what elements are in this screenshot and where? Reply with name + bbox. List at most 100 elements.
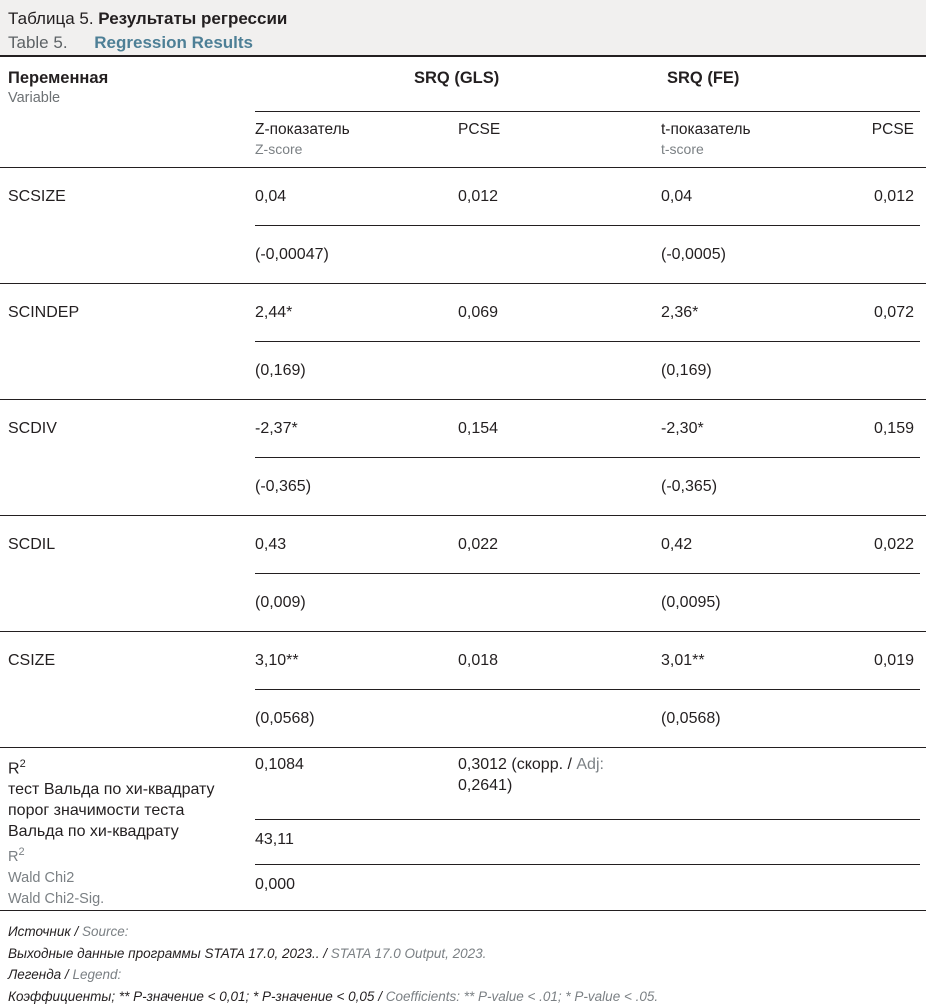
row-gls-stderr: (0,169) (255, 362, 306, 379)
summary-label-waldsig-ru-line2: Вальда по хи-квадрату (8, 823, 179, 841)
table-header-subcolumns: Z-показатель Z-score PCSE t-показатель t… (0, 112, 926, 167)
row-gls-stat: 0,43 (255, 536, 287, 553)
row-variable: CSIZE (8, 650, 255, 671)
row-gls-stat: -2,37* (255, 420, 298, 437)
summary-wald-value: 43,11 (255, 831, 294, 848)
summary-block: R2 тест Вальда по хи-квадрату порог знач… (0, 748, 926, 910)
header-group-gls: SRQ (GLS) (414, 68, 667, 89)
row-inner-rule (255, 457, 920, 458)
row-gls-pcse: 0,069 (458, 304, 499, 321)
row-fe-pcse: 0,159 (873, 420, 914, 437)
summary-values: 0,1084 0,3012 (скорр. / Adj: 0,2641) 43,… (255, 748, 920, 910)
caption-title-ru: Результаты регрессии (98, 9, 288, 28)
table-row-stderr: (-0,365) (-0,365) (0, 458, 926, 515)
summary-top-rule (0, 747, 926, 748)
row-gls-pcse: 0,012 (458, 188, 499, 205)
row-fe-stderr: (0,0568) (661, 710, 721, 727)
table-row: CSIZE 3,10** 0,018 3,01** 0,019 (0, 632, 926, 689)
row-inner-rule (255, 573, 920, 574)
table-row: SCDIV -2,37* 0,154 -2,30* 0,159 (0, 400, 926, 457)
table-caption: Таблица 5. Результаты регрессии Table 5.… (0, 0, 926, 57)
header-group-fe-label: SRQ (FE) (667, 69, 740, 87)
header-zscore: Z-показатель Z-score (255, 120, 458, 159)
row-gls-pcse: 0,022 (458, 536, 499, 553)
row-inner-rule (255, 225, 920, 226)
row-variable-label: SCDIV (8, 420, 57, 437)
table-row-stderr: (-0,00047) (-0,0005) (0, 226, 926, 283)
row-fe-pcse: 0,012 (873, 188, 914, 205)
header-variable-ru: Переменная (8, 69, 109, 87)
header-tscore-en: t-score (661, 141, 704, 157)
row-fe-stderr: (-0,0005) (661, 246, 726, 263)
summary-label-waldsig-en: Wald Chi2-Sig. (8, 891, 105, 908)
row-separator-rule (0, 631, 926, 632)
header-group-gls-label: SRQ (GLS) (414, 69, 500, 87)
summary-waldsig-value: 0,000 (255, 876, 296, 893)
row-gls-stderr: (0,0568) (255, 710, 315, 727)
summary-row-r2: 0,1084 0,3012 (скорр. / Adj: 0,2641) (255, 748, 920, 819)
footer-source-label: Источник / Source: (8, 924, 129, 940)
row-separator-rule (0, 399, 926, 400)
row-gls-stat: 2,44* (255, 304, 293, 321)
table-header-groups: Переменная Variable SRQ (GLS) SRQ (FE) (0, 57, 926, 111)
row-fe-stat: 3,01** (661, 652, 705, 669)
row-gls-stderr: (0,009) (255, 594, 306, 611)
header-zscore-en: Z-score (255, 141, 303, 157)
row-fe-stderr: (0,0095) (661, 594, 721, 611)
row-variable: SCINDEP (8, 302, 255, 323)
summary-labels: R2 тест Вальда по хи-квадрату порог знач… (8, 748, 255, 910)
header-group-rule (255, 111, 920, 112)
row-separator-rule (0, 515, 926, 516)
header-tscore: t-показатель t-score (661, 120, 801, 159)
summary-inner-rule (255, 819, 920, 820)
header-variable-cell: Переменная Variable (8, 68, 414, 108)
table-footer: Источник / Source: Выходные данные прогр… (0, 910, 926, 1007)
summary-row-waldsig: 0,000 (255, 865, 920, 910)
row-fe-pcse: 0,022 (873, 536, 914, 553)
row-fe-stat: -2,30* (661, 420, 704, 437)
row-variable-label: SCDIL (8, 536, 56, 553)
row-fe-pcse: 0,072 (873, 304, 914, 321)
table-row-stderr: (0,0568) (0,0568) (0, 690, 926, 747)
row-variable-label: SCSIZE (8, 188, 66, 205)
row-variable-label: SCINDEP (8, 304, 80, 321)
header-tscore-ru: t-показатель (661, 121, 751, 138)
summary-r2-fe: 0,3012 (скорр. / Adj: 0,2641) (458, 756, 604, 794)
row-fe-stderr: (0,169) (661, 362, 712, 379)
row-variable: SCDIV (8, 418, 255, 439)
row-gls-stat: 0,04 (255, 188, 287, 205)
table-row: SCINDEP 2,44* 0,069 2,36* 0,072 (0, 284, 926, 341)
row-separator-rule (0, 283, 926, 284)
row-fe-stderr: (-0,365) (661, 478, 718, 495)
caption-label-en: Table 5. (8, 33, 68, 52)
caption-line-en: Table 5. Regression Results (8, 31, 918, 55)
table-row-stderr: (0,169) (0,169) (0, 342, 926, 399)
summary-label-r2-ru: R2 (8, 758, 26, 778)
summary-row-wald: 43,11 (255, 820, 920, 864)
header-group-fe: SRQ (FE) (667, 68, 920, 89)
row-variable-label: CSIZE (8, 652, 56, 669)
summary-label-r2-en: R2 (8, 846, 25, 866)
table-row: SCSIZE 0,04 0,012 0,04 0,012 (0, 168, 926, 225)
header-pcse-fe: PCSE (801, 120, 914, 140)
summary-label-wald-ru: тест Вальда по хи-квадрату (8, 781, 215, 799)
summary-r2-gls: 0,1084 (255, 756, 304, 773)
row-variable: SCDIL (8, 534, 255, 555)
row-gls-stderr: (-0,00047) (255, 246, 329, 263)
row-variable: SCSIZE (8, 186, 255, 207)
summary-r2-adj-value: 0,2641) (458, 777, 513, 794)
caption-line-ru: Таблица 5. Результаты регрессии (8, 7, 918, 31)
summary-label-waldsig-ru-line1: порог значимости теста (8, 802, 185, 820)
row-gls-pcse: 0,018 (458, 652, 499, 669)
row-inner-rule (255, 341, 920, 342)
row-fe-stat: 2,36* (661, 304, 699, 321)
footer-legend-label: Легенда / Legend: (8, 967, 122, 983)
summary-r2-adj-label: Adj: (576, 756, 604, 773)
header-pcse-gls: PCSE (458, 120, 661, 140)
row-fe-pcse: 0,019 (873, 652, 914, 669)
header-bottom-rule (0, 167, 926, 168)
caption-label-ru: Таблица 5. (8, 9, 94, 28)
header-variable-en: Variable (8, 90, 61, 106)
row-gls-stat: 3,10** (255, 652, 299, 669)
